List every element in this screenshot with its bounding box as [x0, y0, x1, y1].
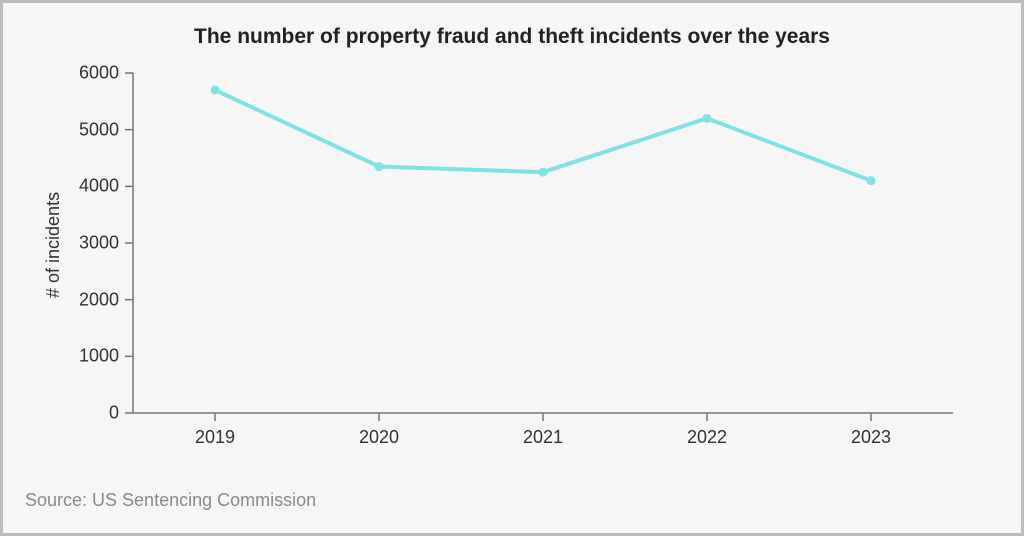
- x-tick-label: 2022: [687, 427, 727, 448]
- y-tick-label: 0: [69, 403, 119, 424]
- y-tick-label: 5000: [69, 119, 119, 140]
- source-note: Source: US Sentencing Commission: [25, 490, 316, 511]
- x-tick-label: 2021: [523, 427, 563, 448]
- y-tick-label: 4000: [69, 176, 119, 197]
- y-tick-label: 2000: [69, 289, 119, 310]
- y-axis-title: # of incidents: [43, 192, 64, 298]
- line-chart: [133, 73, 953, 413]
- x-tick-label: 2020: [359, 427, 399, 448]
- x-tick-label: 2019: [195, 427, 235, 448]
- chart-title: The number of property fraud and theft i…: [3, 25, 1021, 49]
- chart-frame: The number of property fraud and theft i…: [0, 0, 1024, 536]
- x-tick-label: 2023: [851, 427, 891, 448]
- y-tick-label: 1000: [69, 346, 119, 367]
- y-tick-label: 6000: [69, 63, 119, 84]
- y-tick-label: 3000: [69, 233, 119, 254]
